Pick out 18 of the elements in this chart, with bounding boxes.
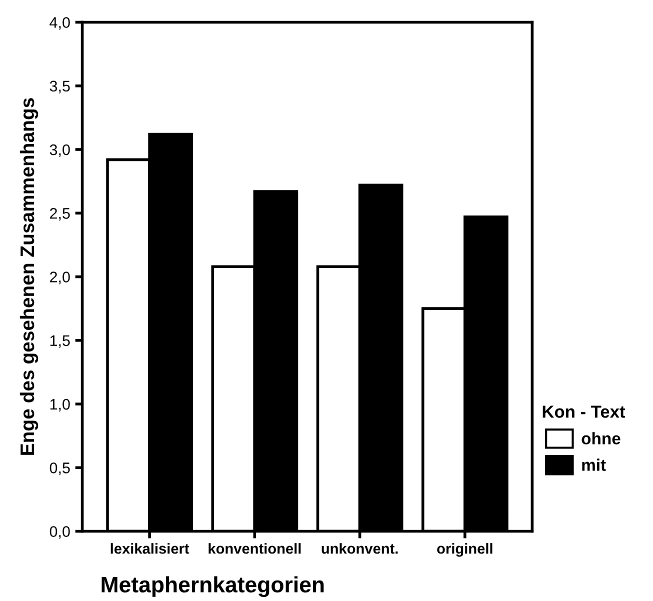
y-tick-label: 0,5: [50, 462, 70, 476]
y-tick-label: 3,0: [50, 144, 70, 157]
y-tick-label: 2,0: [50, 272, 70, 284]
x-tick-label: lexikalisiert: [110, 543, 190, 554]
y-tick-label: 1,5: [50, 335, 70, 348]
legend-title: Kon - Text: [542, 406, 626, 418]
legend-label: mit: [582, 458, 606, 471]
x-tick-label: originell: [437, 543, 492, 557]
y-tick-label: 4,0: [50, 17, 70, 30]
x-tick-label: unkonvent.: [322, 543, 398, 554]
y-tick-label: 3,5: [50, 80, 70, 94]
x-axis-title: Metaphernkategorien: [102, 576, 324, 598]
y-axis-title: Enge des gesehenen Zusammenhangs: [20, 98, 38, 455]
y-tick-label: 2,5: [50, 208, 70, 221]
x-tick-label: konventionell: [208, 543, 301, 554]
legend-label: ohne: [582, 432, 620, 444]
y-tick-label: 0,0: [50, 526, 70, 539]
y-tick-label: 1,0: [50, 398, 70, 412]
